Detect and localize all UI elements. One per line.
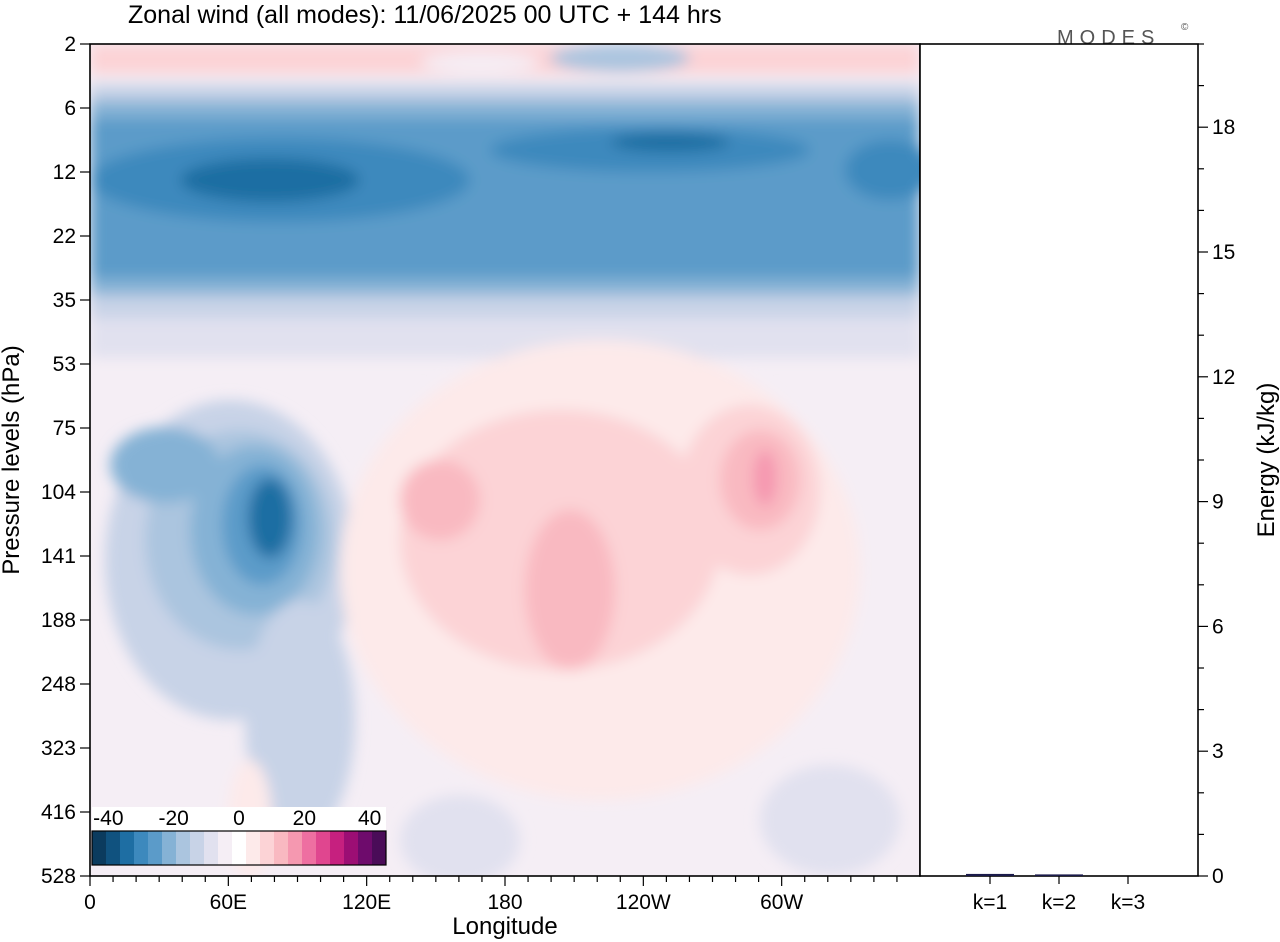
field-top-blue-patch: [550, 44, 690, 72]
field-low-neg-b: [760, 765, 900, 875]
heatmap-panel: 0 60E 120E 180 120W 60W 2 6 12 22 35 53 75 104 141 188…: [0, 33, 921, 940]
colorbar-bin: [316, 831, 331, 865]
colorbar-bin: [302, 831, 317, 865]
colorbar-tick-label: 20: [293, 807, 316, 830]
field-top-white-patch: [420, 52, 540, 72]
x-tick-label: 60W: [760, 891, 803, 914]
modes-logo-mark: ©: [1181, 22, 1189, 33]
energy-y-tick-label: 6: [1212, 615, 1224, 638]
colorbar-bin: [246, 831, 261, 865]
field-pos-max: [753, 450, 777, 506]
y-axis-label: Pressure levels (hPa): [0, 345, 25, 574]
field-neg-core: [248, 478, 292, 558]
colorbar-bin: [92, 831, 107, 865]
energy-x-tick-label: k=3: [1111, 891, 1145, 914]
colorbar-tick-label: 40: [358, 807, 381, 830]
energy-bar: [1035, 874, 1083, 876]
x-tick-label: 120E: [342, 891, 391, 914]
field-pos-core-a: [525, 510, 615, 670]
y-tick-label: 35: [53, 289, 76, 312]
y-tick-label: 188: [41, 609, 76, 632]
x-tick-label: 0: [84, 891, 96, 914]
colorbar-bin: [358, 831, 373, 865]
x-axis-ticks: 0 60E 120E 180 120W 60W: [84, 876, 898, 914]
y-tick-label: 53: [53, 353, 76, 376]
y-tick-label: 22: [53, 225, 76, 248]
colorbar-bin: [120, 831, 135, 865]
y-tick-label: 141: [41, 545, 76, 568]
colorbar-bin: [288, 831, 303, 865]
energy-frame: [919, 43, 1199, 877]
y-tick-label: 528: [41, 865, 76, 888]
colorbar-bin: [330, 831, 345, 865]
x-tick-label: 180: [487, 891, 522, 914]
energy-y-tick-label: 15: [1212, 241, 1235, 264]
y-axis-ticks: 2 6 12 22 35 53 75 104 141 188 248 323 416 528: [41, 33, 90, 888]
chart-title: Zonal wind (all modes): 11/06/2025 00 UT…: [128, 1, 722, 29]
energy-panel: 0 3 6 9 12 15 18 k=1 k=2 k=3 Energy (kJ/kg): [919, 43, 1280, 914]
energy-y-tick-label: 9: [1212, 491, 1224, 514]
colorbar: -40 -20 0 20 40: [91, 807, 387, 866]
x-tick-label: 120W: [616, 891, 671, 914]
field-band-max-a: [180, 158, 360, 202]
energy-x-tick-label: k=2: [1042, 891, 1076, 914]
colorbar-ticks: -40 -20 0 20 40: [93, 807, 381, 830]
colorbar-bin: [232, 831, 247, 865]
colorbar-bin: [176, 831, 191, 865]
field-band-core-edge: [845, 140, 920, 200]
colorbar-bin: [162, 831, 177, 865]
colorbar-label-backdrop: [92, 807, 386, 831]
y-tick-label: 6: [64, 97, 76, 120]
colorbar-bin: [274, 831, 289, 865]
colorbar-bin: [190, 831, 205, 865]
energy-bars: [966, 873, 1083, 876]
energy-y-tick-label: 3: [1212, 740, 1224, 763]
colorbar-tick-label: -40: [93, 807, 123, 830]
colorbar-bin: [106, 831, 121, 865]
y-tick-label: 323: [41, 737, 76, 760]
energy-y-axis-label: Energy (kJ/kg): [1253, 383, 1280, 538]
energy-bar: [966, 873, 1014, 876]
field-neg-west-lobe: [110, 427, 220, 503]
colorbar-bin: [218, 831, 233, 865]
x-axis-label: Longitude: [452, 913, 557, 940]
energy-x-tick-label: k=1: [973, 891, 1007, 914]
y-tick-label: 12: [53, 161, 76, 184]
field-neg-lower-tail: [245, 600, 355, 840]
colorbar-bin: [260, 831, 275, 865]
y-tick-label: 104: [41, 481, 76, 504]
field-band-max-b: [610, 132, 730, 152]
energy-y-tick-label: 12: [1212, 366, 1235, 389]
y-tick-label: 2: [64, 33, 76, 56]
colorbar-bin: [372, 831, 387, 865]
colorbar-bin: [204, 831, 219, 865]
y-tick-label: 248: [41, 673, 76, 696]
energy-x-ticks: k=1 k=2 k=3: [973, 876, 1145, 914]
heatmap-field: [90, 44, 920, 876]
x-tick-label: 60E: [210, 891, 247, 914]
colorbar-bins: [92, 807, 387, 865]
field-pos-core-b: [400, 460, 480, 540]
y-tick-label: 416: [41, 801, 76, 824]
energy-y-ticks: 0 3 6 9 12 15 18: [1198, 43, 1235, 888]
colorbar-bin: [344, 831, 359, 865]
colorbar-tick-label: 0: [233, 807, 245, 830]
y-tick-label: 75: [53, 417, 76, 440]
energy-y-tick-label: 0: [1212, 865, 1224, 888]
colorbar-bin: [148, 831, 163, 865]
energy-y-tick-label: 18: [1212, 116, 1235, 139]
colorbar-tick-label: -20: [158, 807, 188, 830]
colorbar-frame: [91, 830, 387, 866]
colorbar-bin: [134, 831, 149, 865]
field-transition: [90, 318, 920, 358]
field-low-neg-a: [400, 795, 520, 876]
